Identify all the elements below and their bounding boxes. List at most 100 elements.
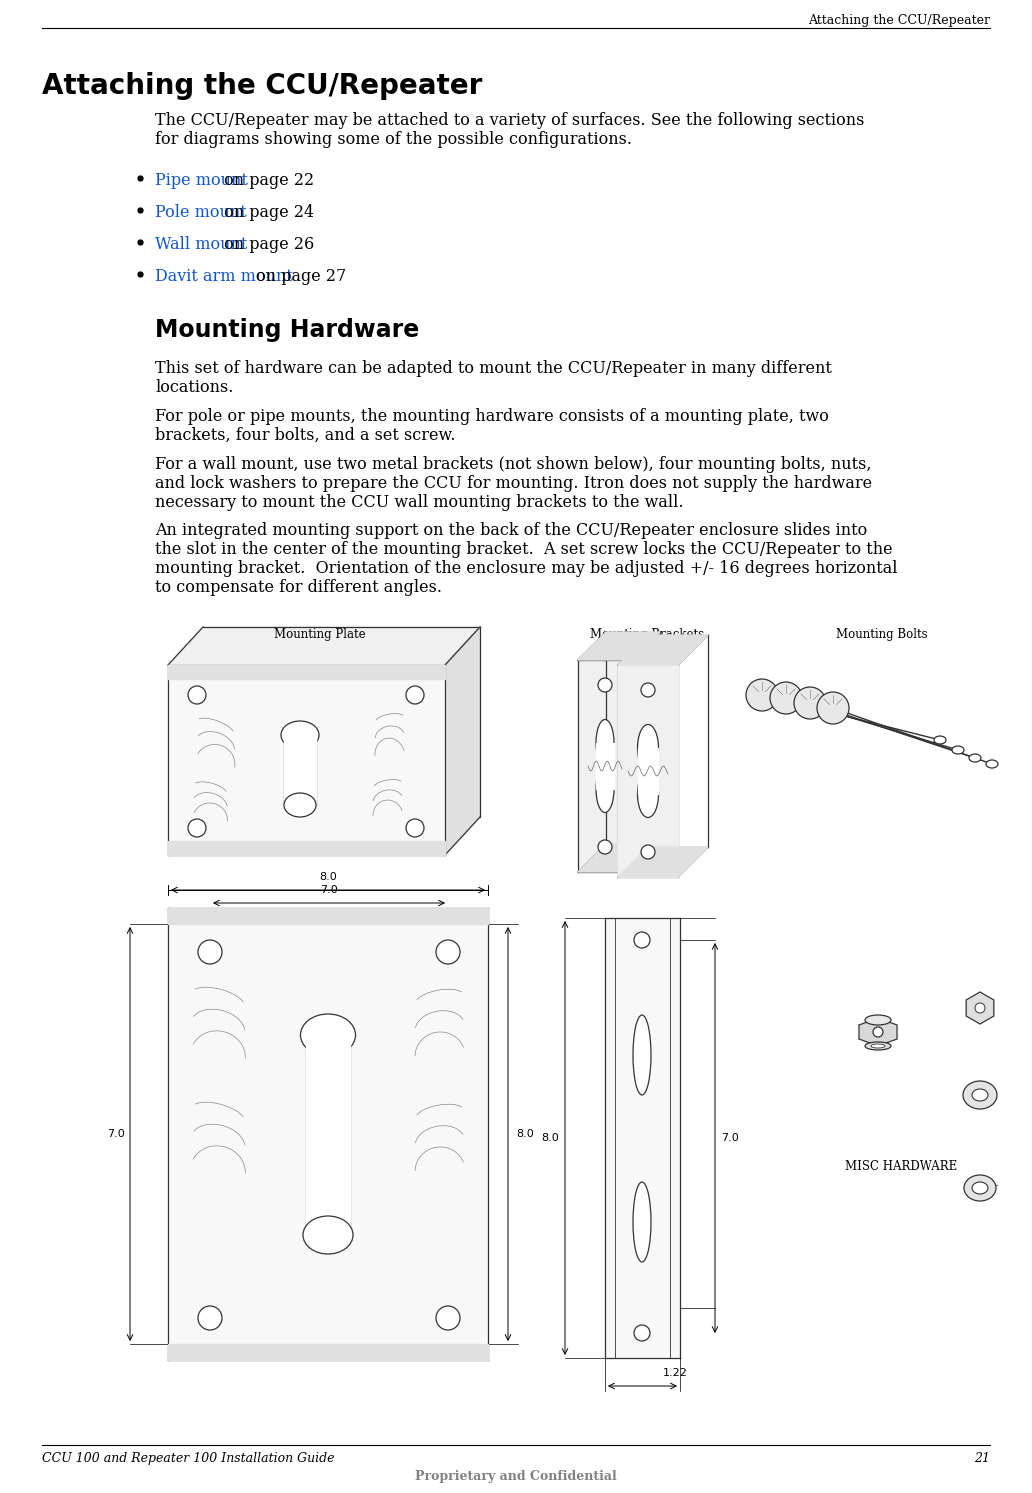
Text: Mounting Brackets: Mounting Brackets xyxy=(590,629,704,640)
Ellipse shape xyxy=(633,1182,651,1262)
Polygon shape xyxy=(638,748,658,794)
Text: Attaching the CCU/Repeater: Attaching the CCU/Repeater xyxy=(808,13,990,27)
Ellipse shape xyxy=(300,1014,355,1056)
Text: for diagrams showing some of the possible configurations.: for diagrams showing some of the possibl… xyxy=(155,131,632,148)
Text: brackets, four bolts, and a set screw.: brackets, four bolts, and a set screw. xyxy=(155,427,455,443)
Polygon shape xyxy=(168,664,445,679)
Polygon shape xyxy=(168,841,445,855)
Text: on page 24: on page 24 xyxy=(219,205,314,221)
Circle shape xyxy=(406,820,424,838)
Circle shape xyxy=(634,1324,650,1341)
Polygon shape xyxy=(168,627,480,664)
Polygon shape xyxy=(618,664,678,876)
Circle shape xyxy=(188,820,206,838)
Polygon shape xyxy=(284,735,316,805)
Ellipse shape xyxy=(964,1175,996,1200)
Polygon shape xyxy=(966,991,994,1024)
Text: to compensate for different angles.: to compensate for different angles. xyxy=(155,579,442,596)
Text: The CCU/Repeater may be attached to a variety of surfaces. See the following sec: The CCU/Repeater may be attached to a va… xyxy=(155,112,865,128)
Circle shape xyxy=(188,685,206,705)
Text: Davit arm mount: Davit arm mount xyxy=(155,269,293,285)
Polygon shape xyxy=(578,844,660,872)
Circle shape xyxy=(198,941,222,964)
Ellipse shape xyxy=(972,1088,988,1100)
Ellipse shape xyxy=(281,721,319,749)
Text: 8.0: 8.0 xyxy=(516,1129,534,1139)
Ellipse shape xyxy=(871,1044,885,1048)
Circle shape xyxy=(873,1027,883,1038)
Ellipse shape xyxy=(865,1042,891,1050)
Ellipse shape xyxy=(972,1182,988,1194)
Text: 1.22: 1.22 xyxy=(663,1368,687,1378)
Circle shape xyxy=(975,1003,985,1012)
Text: Mounting Hardware: Mounting Hardware xyxy=(155,318,419,342)
Ellipse shape xyxy=(963,1081,997,1109)
Text: locations.: locations. xyxy=(155,379,233,396)
Text: CCU 100 and Repeater 100 Installation Guide: CCU 100 and Repeater 100 Installation Gu… xyxy=(42,1453,334,1465)
Text: For a wall mount, use two metal brackets (not shown below), four mounting bolts,: For a wall mount, use two metal brackets… xyxy=(155,455,871,473)
Text: 7.0: 7.0 xyxy=(721,1133,739,1144)
Text: on page 26: on page 26 xyxy=(219,236,315,252)
Ellipse shape xyxy=(865,1015,891,1026)
Ellipse shape xyxy=(638,770,658,818)
Text: Proprietary and Confidential: Proprietary and Confidential xyxy=(415,1471,617,1483)
Text: on page 22: on page 22 xyxy=(219,172,314,190)
Text: on page 27: on page 27 xyxy=(251,269,347,285)
Ellipse shape xyxy=(284,793,316,817)
Ellipse shape xyxy=(596,720,614,766)
Text: necessary to mount the CCU wall mounting brackets to the wall.: necessary to mount the CCU wall mounting… xyxy=(155,494,683,511)
Text: This set of hardware can be adapted to mount the CCU/Repeater in many different: This set of hardware can be adapted to m… xyxy=(155,360,832,378)
Text: For pole or pipe mounts, the mounting hardware consists of a mounting plate, two: For pole or pipe mounts, the mounting ha… xyxy=(155,408,829,426)
Text: 7.0: 7.0 xyxy=(107,1129,125,1139)
Polygon shape xyxy=(618,635,708,664)
Ellipse shape xyxy=(633,1015,651,1094)
Text: Pole mount: Pole mount xyxy=(155,205,247,221)
Ellipse shape xyxy=(596,766,614,812)
Circle shape xyxy=(634,932,650,948)
Text: 8.0: 8.0 xyxy=(541,1133,559,1144)
Text: MISC HARDWARE: MISC HARDWARE xyxy=(845,1160,958,1173)
Polygon shape xyxy=(578,660,632,872)
Polygon shape xyxy=(168,664,445,855)
Circle shape xyxy=(198,1306,222,1330)
Text: the slot in the center of the mounting bracket.  A set screw locks the CCU/Repea: the slot in the center of the mounting b… xyxy=(155,540,893,558)
Circle shape xyxy=(436,941,460,964)
Text: Attaching the CCU/Repeater: Attaching the CCU/Repeater xyxy=(42,72,482,100)
Circle shape xyxy=(436,1306,460,1330)
Text: Mounting Bolts: Mounting Bolts xyxy=(836,629,928,640)
Polygon shape xyxy=(168,1344,488,1360)
Polygon shape xyxy=(578,632,660,660)
Text: Pipe mount: Pipe mount xyxy=(155,172,248,190)
Ellipse shape xyxy=(638,724,658,772)
Polygon shape xyxy=(307,1035,350,1235)
Ellipse shape xyxy=(952,746,964,754)
Circle shape xyxy=(641,845,655,858)
Text: 21: 21 xyxy=(974,1453,990,1465)
Circle shape xyxy=(770,682,802,714)
Polygon shape xyxy=(168,908,488,1360)
Circle shape xyxy=(794,687,826,720)
Text: 8.0: 8.0 xyxy=(319,872,336,882)
Text: and lock washers to prepare the CCU for mounting. Itron does not supply the hard: and lock washers to prepare the CCU for … xyxy=(155,475,872,493)
Polygon shape xyxy=(618,847,708,876)
Text: Mounting Plate: Mounting Plate xyxy=(275,629,365,640)
Text: mounting bracket.  Orientation of the enclosure may be adjusted +/- 16 degrees h: mounting bracket. Orientation of the enc… xyxy=(155,560,898,576)
Polygon shape xyxy=(445,627,480,855)
Circle shape xyxy=(746,679,778,711)
Ellipse shape xyxy=(303,1215,353,1254)
Circle shape xyxy=(598,678,612,691)
Polygon shape xyxy=(168,908,488,924)
Text: Wall mount: Wall mount xyxy=(155,236,248,252)
Ellipse shape xyxy=(986,760,998,767)
Text: An integrated mounting support on the back of the CCU/Repeater enclosure slides : An integrated mounting support on the ba… xyxy=(155,523,867,539)
Text: 7.0: 7.0 xyxy=(320,885,337,894)
Circle shape xyxy=(406,685,424,705)
Ellipse shape xyxy=(969,754,981,761)
Circle shape xyxy=(598,841,612,854)
Ellipse shape xyxy=(934,736,946,744)
Circle shape xyxy=(817,691,849,724)
Polygon shape xyxy=(859,1018,897,1047)
Polygon shape xyxy=(596,744,614,788)
Polygon shape xyxy=(605,918,680,1359)
Circle shape xyxy=(641,682,655,697)
